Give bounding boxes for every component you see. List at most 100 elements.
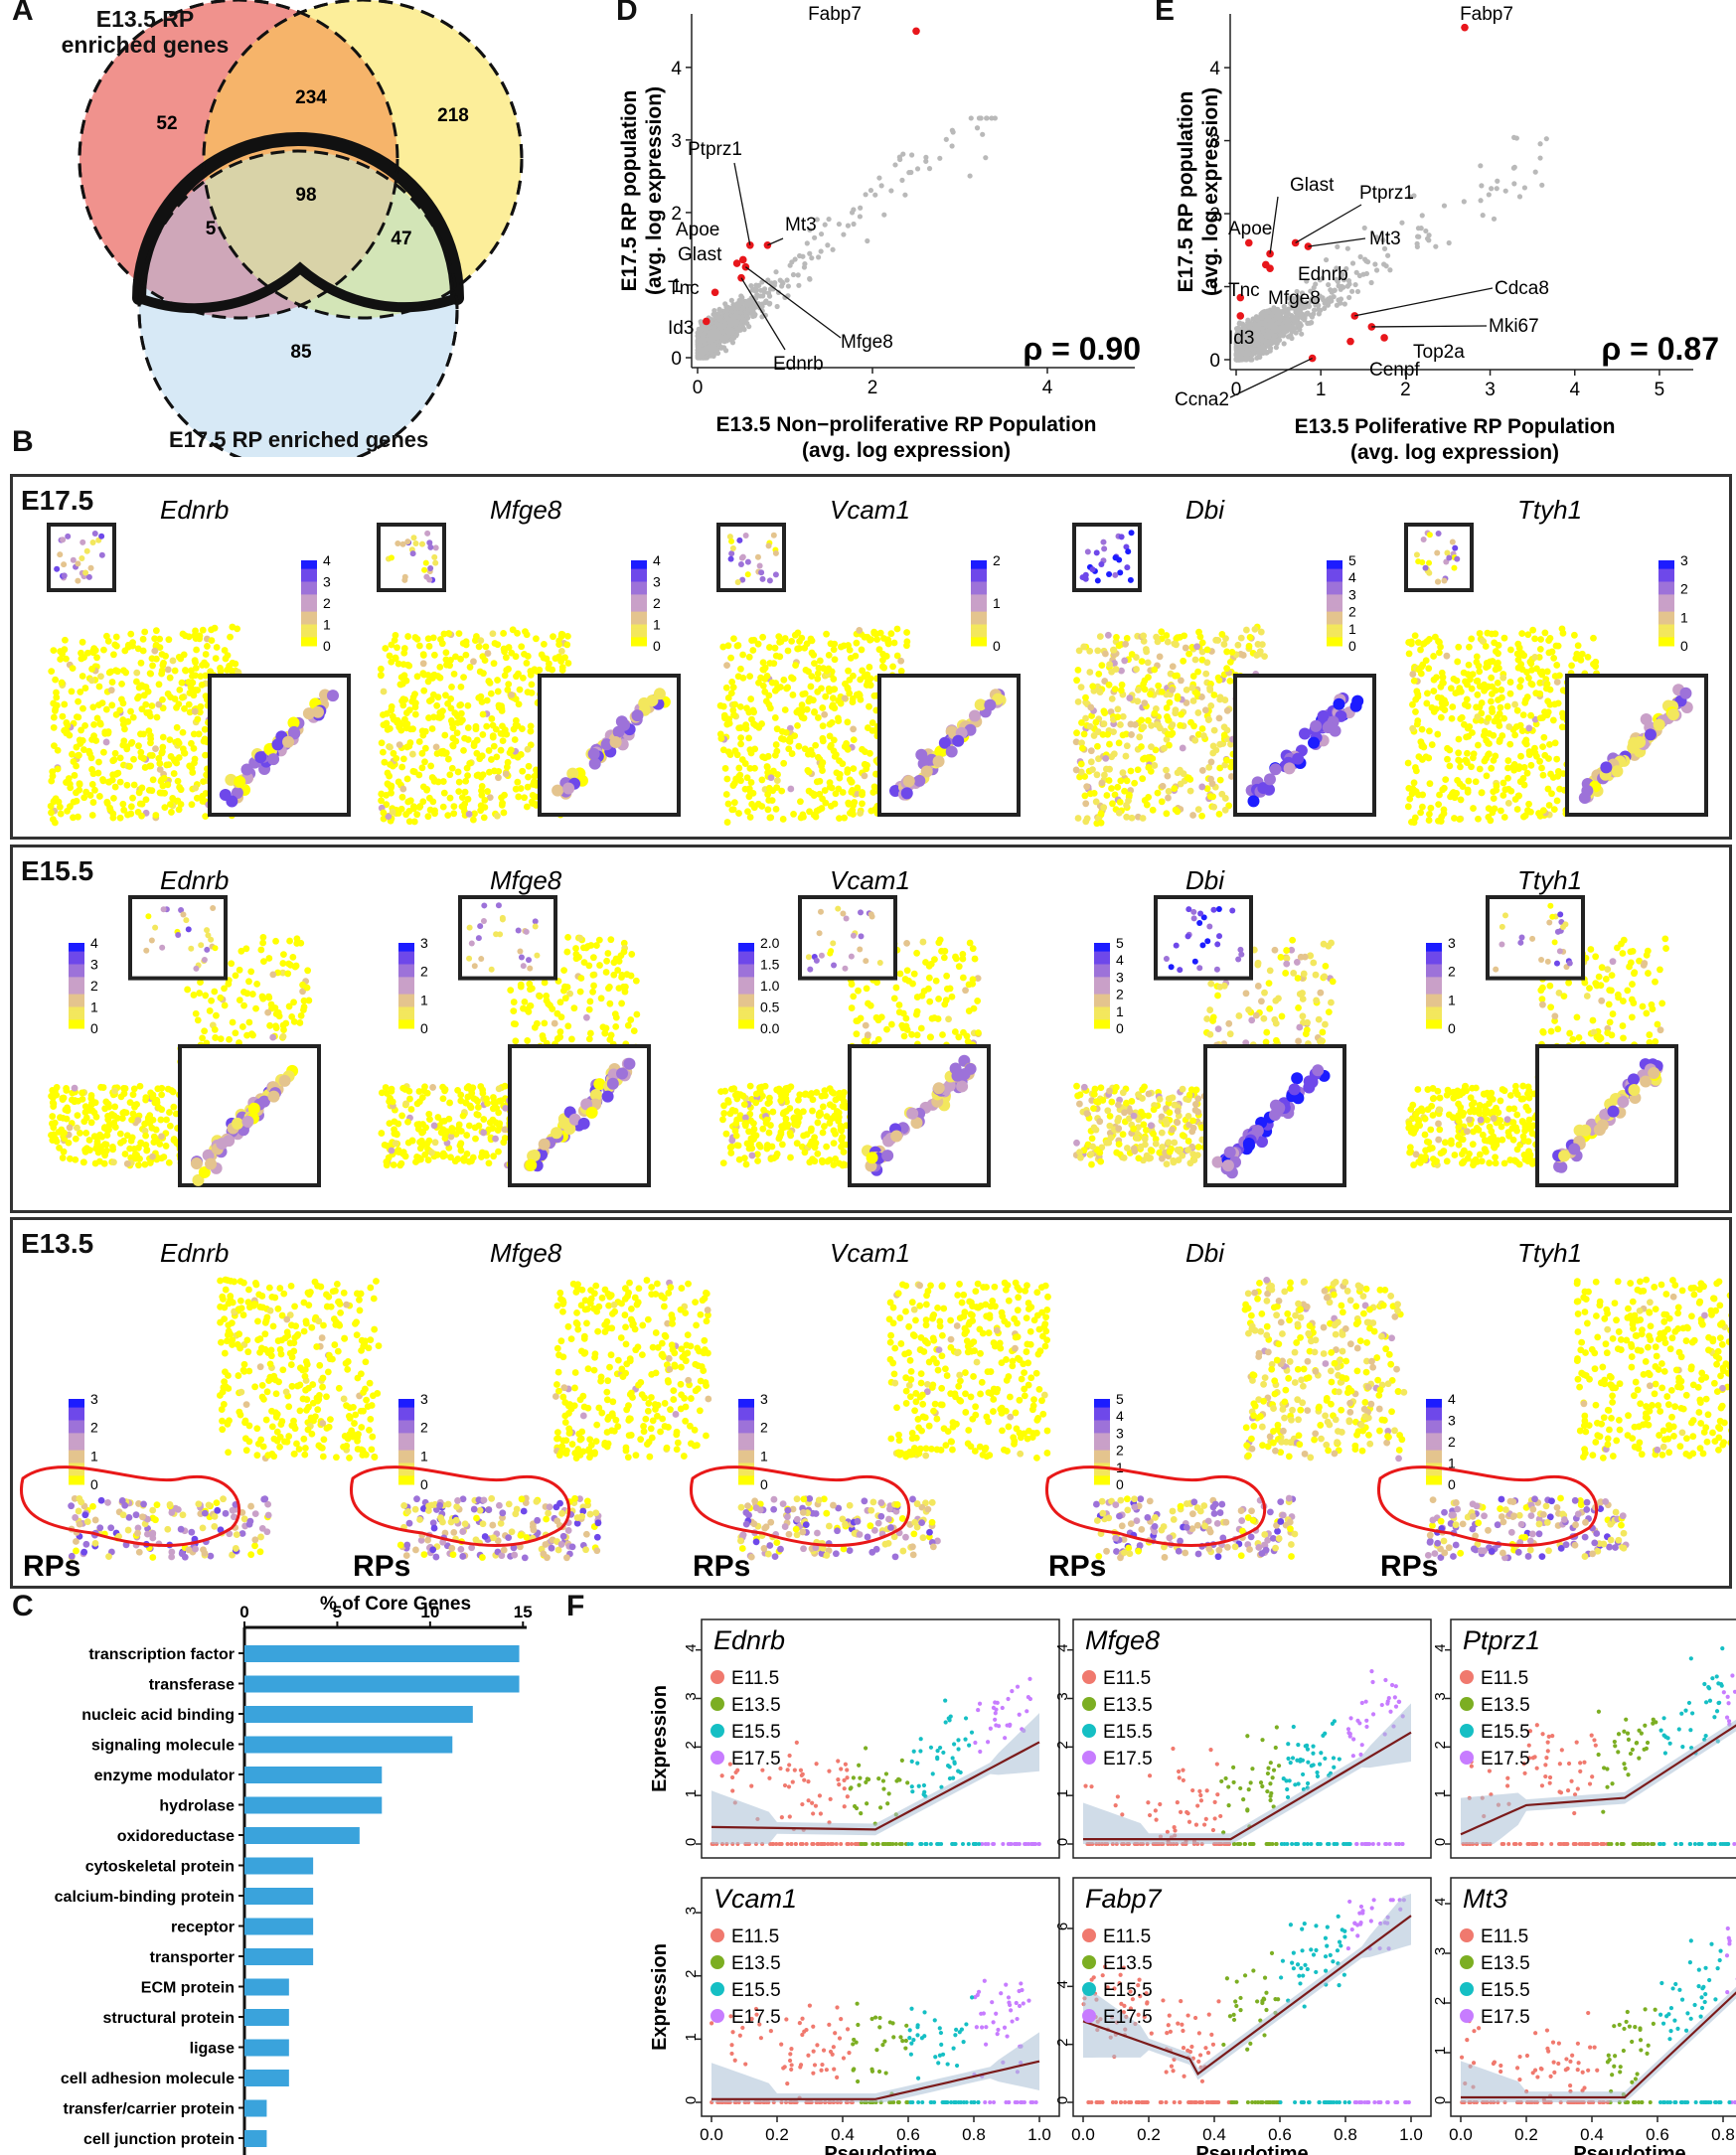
cell-point	[808, 673, 816, 680]
cell-point	[527, 668, 535, 675]
color-scale-segment	[301, 637, 317, 643]
color-scale-segment	[301, 590, 317, 595]
venn-e175-title: E17.5 RP enriched genes	[169, 427, 429, 452]
cell-point	[772, 806, 780, 813]
gene-point	[836, 221, 843, 228]
gene-label: Tnc	[1228, 280, 1260, 301]
cell-point	[798, 701, 806, 708]
inset-point	[82, 569, 89, 576]
cell-point	[778, 728, 786, 735]
cell-point	[808, 637, 816, 645]
inset-point	[79, 539, 86, 545]
cell-point	[557, 647, 565, 655]
cell-point	[464, 701, 472, 709]
cell-point	[93, 654, 100, 662]
cell-point	[457, 709, 465, 717]
gene-point	[1320, 275, 1326, 281]
cell-point	[380, 748, 387, 756]
cell-point	[897, 668, 905, 675]
cell-point	[814, 688, 822, 695]
cell-point	[52, 676, 60, 684]
cell-point	[470, 658, 477, 666]
cell-point	[764, 791, 772, 798]
gene-point	[719, 345, 725, 351]
cell-point	[470, 742, 478, 749]
cell-point	[500, 630, 507, 637]
gene-point	[1380, 237, 1386, 243]
gene-point	[1299, 301, 1305, 307]
cell-point	[135, 789, 143, 797]
cell-point	[153, 713, 161, 721]
gene-point	[1511, 164, 1517, 170]
gene-point	[1335, 278, 1341, 285]
cell-point	[411, 703, 419, 711]
cell-point	[494, 677, 501, 684]
scale-tick-label: 1	[993, 595, 1001, 611]
cell-point	[192, 784, 200, 792]
cell-point	[812, 741, 820, 749]
cell-point	[857, 695, 865, 703]
cell-point	[729, 684, 737, 692]
gene-point	[1479, 183, 1485, 189]
inset-point	[920, 765, 933, 778]
cell-point	[114, 769, 122, 777]
cell-point	[116, 754, 124, 762]
cell-point	[135, 684, 143, 692]
gene-point	[797, 252, 803, 259]
cell-point	[489, 733, 497, 741]
cell-point	[729, 706, 737, 714]
cell-point	[499, 730, 507, 738]
inset-point	[737, 561, 744, 568]
cell-point	[814, 753, 822, 761]
cell-point	[56, 803, 64, 811]
color-scale-segment	[631, 585, 647, 591]
cell-point	[464, 724, 472, 731]
gene-point	[1255, 328, 1261, 334]
inset-point	[566, 767, 579, 780]
cell-point	[499, 737, 507, 745]
color-scale-segment	[1327, 581, 1342, 587]
gene-point	[984, 115, 990, 121]
gene-point	[1247, 336, 1253, 342]
gene-point	[766, 301, 772, 307]
color-scale-segment	[301, 641, 317, 647]
cell-point	[764, 752, 772, 760]
cell-point	[490, 742, 498, 750]
cell-point	[192, 672, 199, 680]
cell-point	[484, 788, 491, 795]
color-scale-segment	[631, 620, 647, 625]
cell-point	[127, 707, 134, 715]
cell-point	[861, 633, 868, 641]
gene-point	[701, 326, 707, 332]
cell-point	[64, 808, 72, 815]
cell-point	[49, 768, 57, 776]
cell-point	[197, 673, 205, 681]
cell-point	[54, 746, 62, 754]
cell-point	[796, 638, 803, 645]
cell-point	[820, 665, 827, 673]
cell-point	[393, 754, 400, 762]
inset-point	[60, 537, 67, 543]
cell-point	[766, 814, 774, 822]
x-axis-title: (avg. log expression)	[802, 439, 1011, 462]
cell-point	[88, 736, 95, 743]
color-scale-segment	[301, 615, 317, 621]
gene-label: Ednrb	[773, 354, 824, 375]
cell-point	[408, 750, 416, 758]
gene-point	[1287, 300, 1294, 307]
inset-point	[226, 795, 238, 808]
cell-point	[428, 675, 436, 682]
cell-point	[404, 633, 412, 640]
cell-point	[514, 722, 522, 729]
cell-point	[394, 644, 400, 652]
cell-point	[149, 776, 157, 784]
cell-point	[867, 675, 874, 683]
gene-point	[1270, 307, 1276, 313]
y-tick-label: 4	[671, 59, 682, 79]
inset-point	[410, 535, 417, 541]
cell-point	[810, 811, 818, 819]
cell-point	[447, 695, 455, 702]
color-scale-segment	[301, 572, 317, 578]
gene-point	[1516, 194, 1523, 200]
venn-count-red: 52	[156, 113, 177, 134]
